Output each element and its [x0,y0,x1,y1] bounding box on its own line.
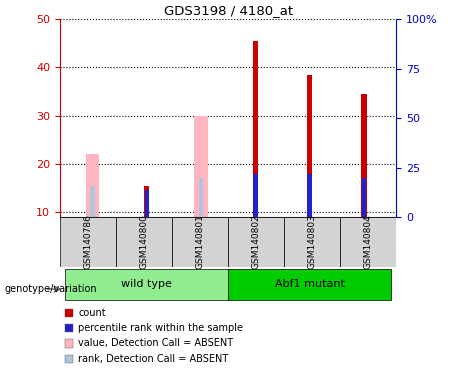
Text: wild type: wild type [121,279,172,289]
Bar [228,269,391,300]
Bar [253,41,258,217]
Text: value, Detection Call = ABSENT: value, Detection Call = ABSENT [78,338,233,348]
Text: GSM140786: GSM140786 [83,215,93,269]
Bar [116,217,172,267]
Text: GSM140800: GSM140800 [140,215,148,269]
Text: GSM140803: GSM140803 [308,215,317,269]
Text: Abf1 mutant: Abf1 mutant [275,279,344,289]
Bar [144,185,149,217]
Text: GSM140801: GSM140801 [195,215,205,269]
Bar [362,179,366,217]
Bar [361,94,366,217]
Bar [284,217,340,267]
Text: GSM140804: GSM140804 [364,215,373,269]
Text: genotype/variation: genotype/variation [5,284,97,294]
Bar [172,217,228,267]
Title: GDS3198 / 4180_at: GDS3198 / 4180_at [164,3,293,17]
Bar [307,74,313,217]
Bar [228,217,284,267]
Text: rank, Detection Call = ABSENT: rank, Detection Call = ABSENT [78,354,229,364]
Bar [340,217,396,267]
Bar [307,174,312,217]
Text: GSM140802: GSM140802 [252,215,261,269]
Bar [199,179,203,217]
Bar [90,185,95,217]
Text: percentile rank within the sample: percentile rank within the sample [78,323,243,333]
Bar [86,154,99,217]
Bar [65,269,228,300]
Bar [145,190,149,217]
Bar [194,116,208,217]
Text: count: count [78,308,106,318]
Bar [60,217,116,267]
Bar [253,174,258,217]
